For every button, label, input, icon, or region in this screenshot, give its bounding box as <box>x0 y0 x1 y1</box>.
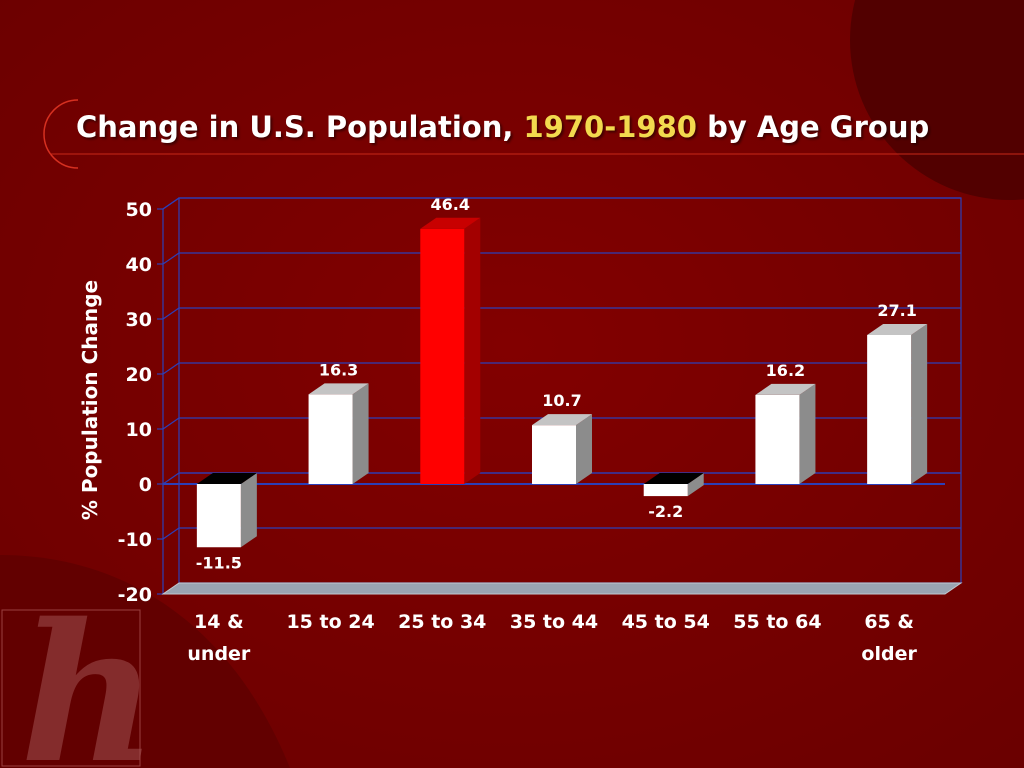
bar-top <box>420 217 481 229</box>
page-title: Change in U.S. Population, 1970-1980 by … <box>76 110 929 144</box>
bar-side <box>240 473 257 548</box>
bar-side <box>687 473 704 497</box>
y-tick-label: -20 <box>118 584 152 606</box>
bar-side <box>911 323 928 484</box>
x-tick-label: 45 to 54 <box>622 611 710 633</box>
bar-top <box>643 473 704 484</box>
y-tick-label: 0 <box>139 474 152 496</box>
bar-side <box>799 383 816 484</box>
data-label: 16.3 <box>319 360 358 379</box>
bar-top <box>196 473 257 484</box>
x-tick-label: under <box>187 643 251 665</box>
x-tick-label: 65 & <box>864 611 914 633</box>
bar <box>867 334 912 484</box>
bar <box>755 394 800 484</box>
bar-side <box>464 217 481 485</box>
data-label: 27.1 <box>877 301 916 320</box>
plot-floor <box>161 582 963 595</box>
title-suffix: by Age Group <box>696 110 930 144</box>
x-tick-label: 55 to 64 <box>733 611 821 633</box>
gridline <box>162 252 961 265</box>
y-tick-label: 40 <box>126 254 152 276</box>
y-tick-label: -10 <box>118 529 152 551</box>
bar-side <box>352 383 369 484</box>
data-label: -2.2 <box>648 502 683 521</box>
y-tick-label: 10 <box>126 419 152 441</box>
bar <box>643 484 688 497</box>
bar-top <box>755 383 816 395</box>
bar-top <box>308 383 369 395</box>
logo-frame <box>1 609 141 767</box>
bar <box>420 228 465 484</box>
x-tick-label: 25 to 34 <box>398 611 486 633</box>
gridline <box>162 362 961 375</box>
x-tick-label: 15 to 24 <box>286 611 374 633</box>
title-year-range: 1970-1980 <box>523 110 697 144</box>
data-label: -11.5 <box>196 553 242 572</box>
y-axis-title: % Population Change <box>78 280 102 520</box>
data-label: 16.2 <box>766 361 805 380</box>
data-label: 46.4 <box>431 195 470 214</box>
x-tick-label: older <box>861 643 917 665</box>
title-arc-decoration <box>43 99 79 169</box>
gridline <box>162 307 961 320</box>
y-tick-label: 20 <box>126 364 152 386</box>
y-tick-label: 30 <box>126 309 152 331</box>
gridline <box>162 197 961 210</box>
logo-letter: h <box>20 582 158 768</box>
corner-circle-decoration <box>850 0 1024 200</box>
gridline <box>162 417 961 430</box>
title-prefix: Change in U.S. Population, <box>76 110 524 144</box>
bar-side <box>576 414 592 484</box>
gridline <box>162 527 961 540</box>
y-tick-label: 50 <box>126 199 152 221</box>
x-tick-label: 35 to 44 <box>510 611 598 633</box>
bar <box>196 484 241 548</box>
bottom-arc-decoration <box>0 555 290 768</box>
bar <box>532 425 576 484</box>
bar-top <box>867 323 928 335</box>
data-label: 10.7 <box>542 391 581 410</box>
x-tick-label: 14 & <box>194 611 244 633</box>
bar <box>308 394 353 484</box>
bar-top <box>532 414 592 426</box>
